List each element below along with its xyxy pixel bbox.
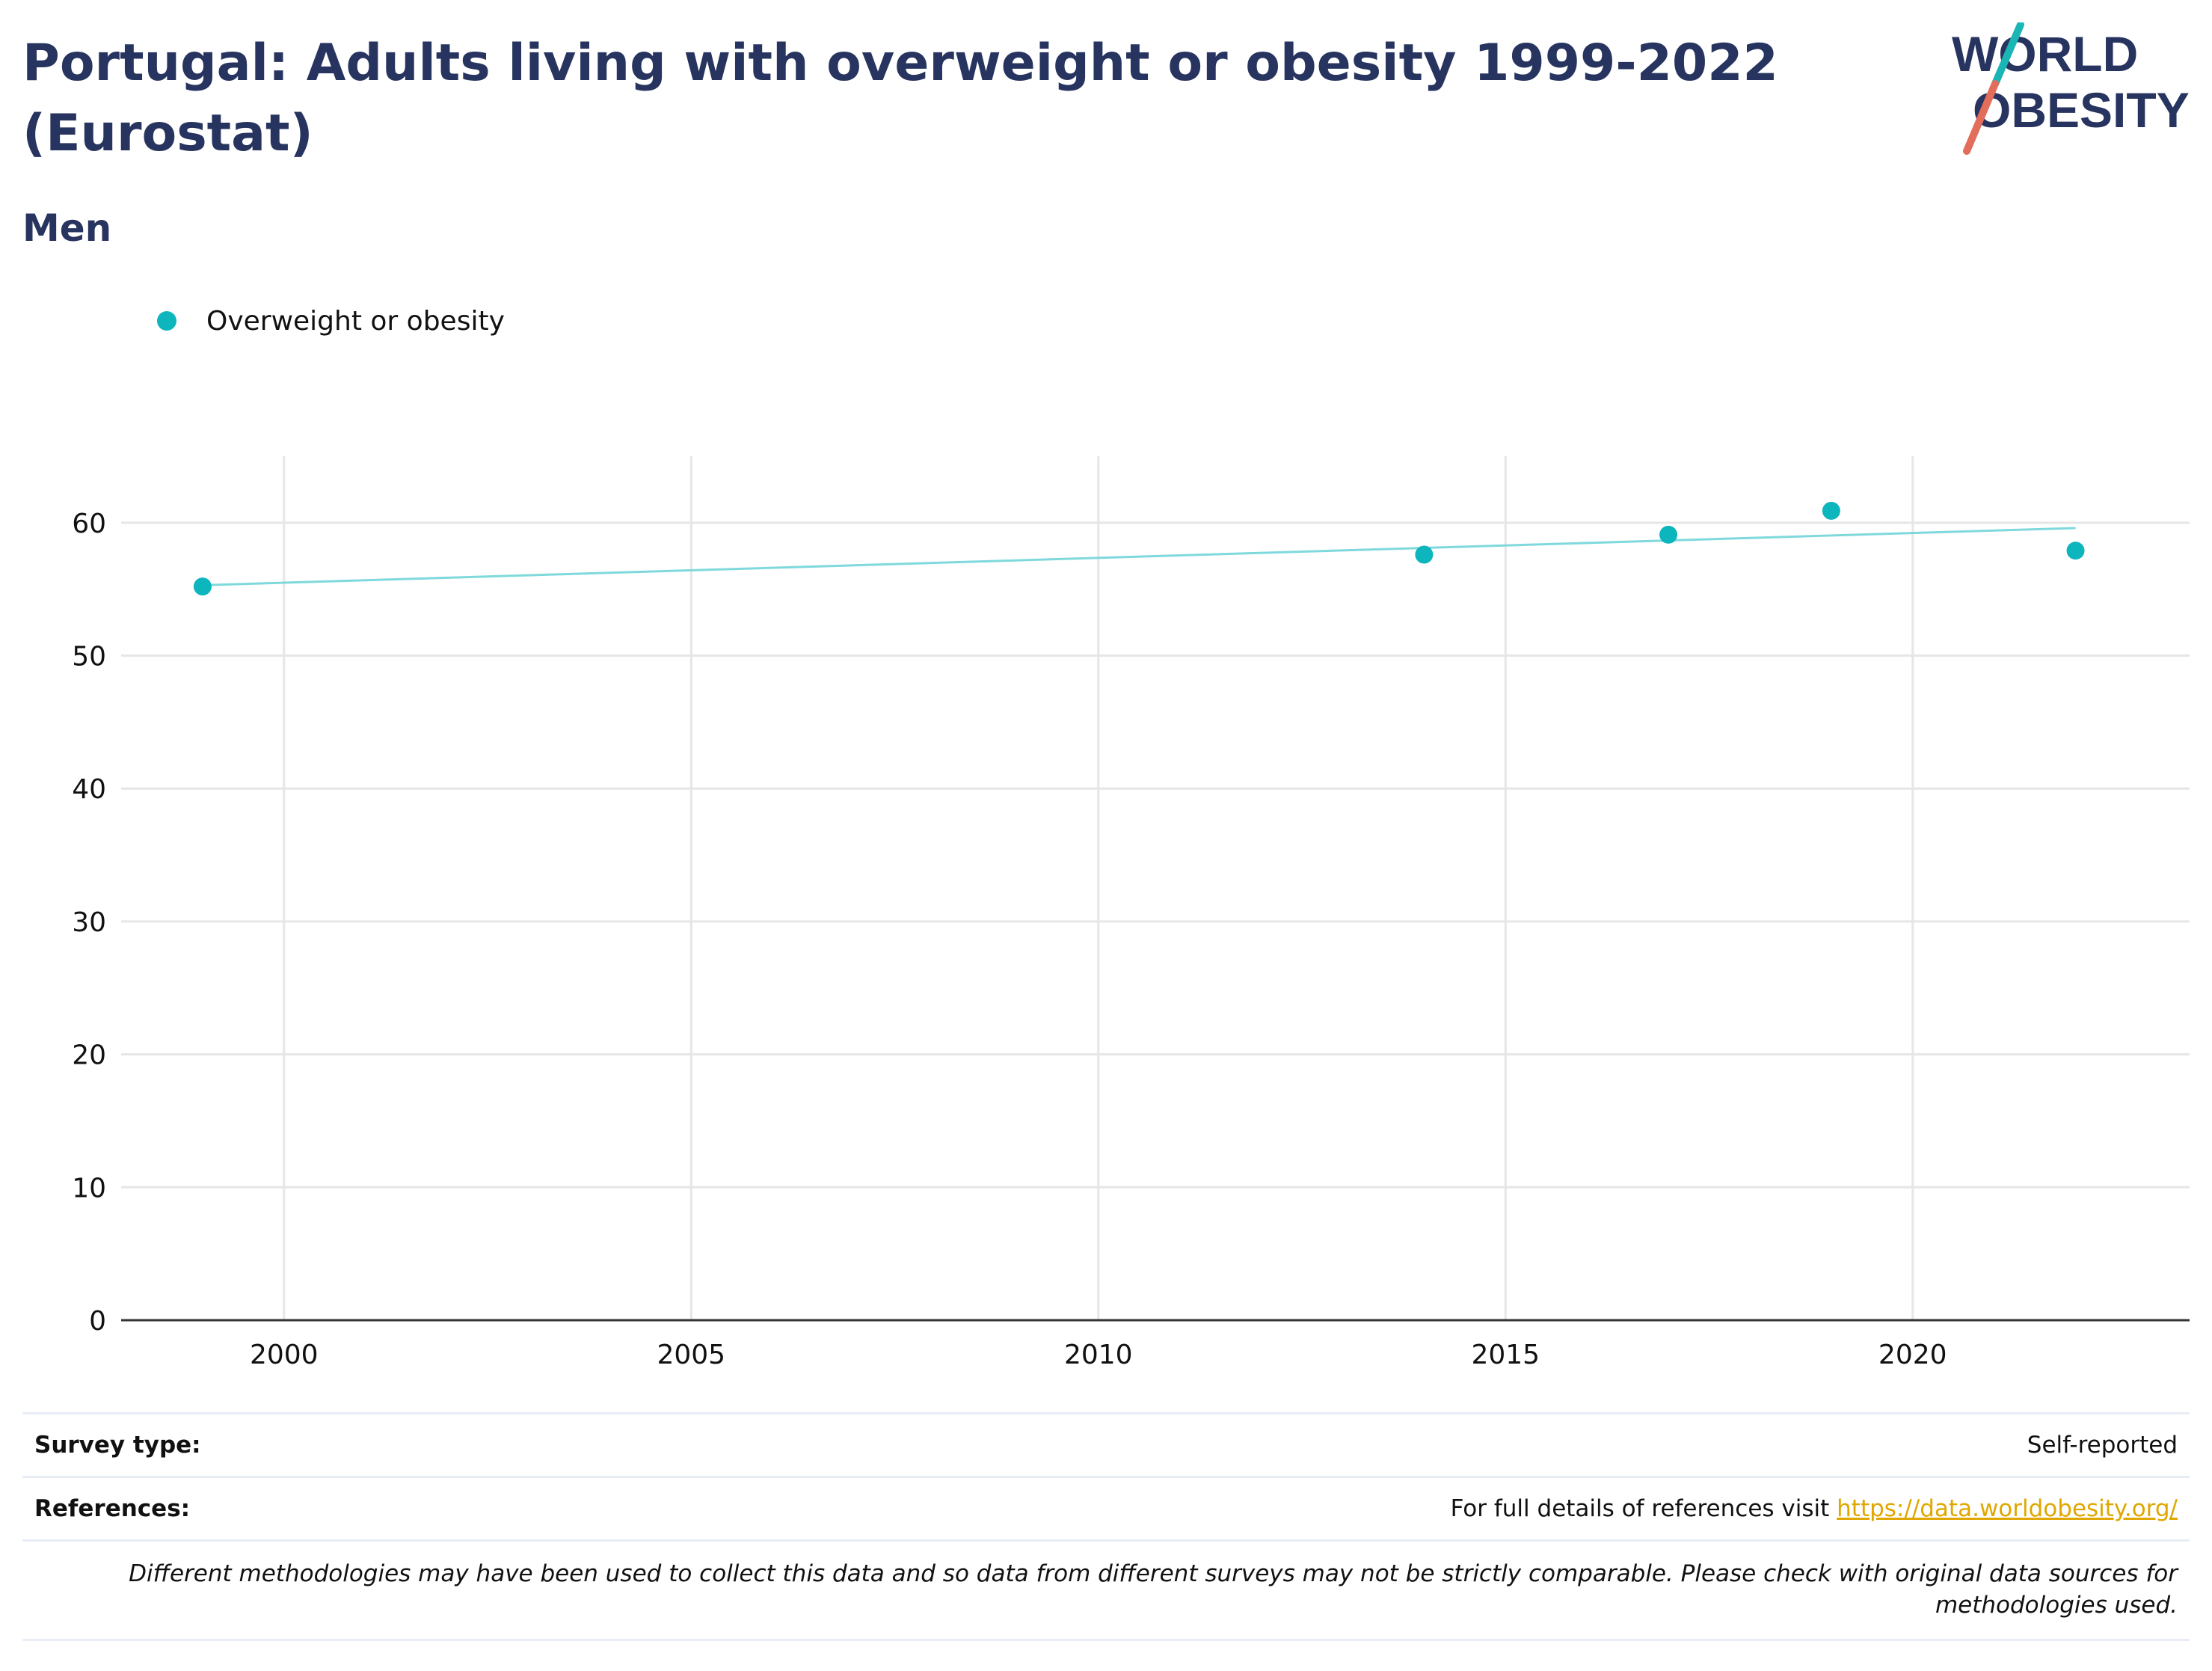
y-tick-label: 20: [72, 1040, 106, 1071]
x-tick-label: 2015: [1471, 1340, 1540, 1370]
chart-plot: 0 10 20 30 40 50 60 2000 2005 2010 2015 2020: [72, 456, 2190, 1370]
data-point: [193, 577, 212, 596]
trend-line: [202, 527, 2076, 586]
world-obesity-logo: WORLD OBESITY: [1952, 22, 2190, 155]
x-tick-label: 2010: [1064, 1340, 1133, 1370]
y-tick-label: 40: [72, 774, 106, 805]
x-tick-label: 2005: [657, 1340, 725, 1370]
references-link[interactable]: https://data.worldobesity.org/: [1837, 1495, 2178, 1522]
data-point: [1659, 525, 1678, 544]
y-tick-label: 0: [89, 1306, 106, 1337]
info-table: Survey type: Self-reported References: F…: [22, 1412, 2190, 1641]
y-tick-label: 60: [72, 509, 106, 539]
y-tick-label: 30: [72, 907, 106, 938]
y-tick-label: 10: [72, 1173, 106, 1204]
references-text: For full details of references visit: [1450, 1495, 1837, 1522]
data-point: [1415, 545, 1434, 564]
survey-type-label: Survey type:: [34, 1432, 201, 1459]
chart-legend[interactable]: Overweight or obesity: [157, 302, 505, 340]
svg-text:OBESITY: OBESITY: [1973, 82, 2190, 138]
x-tick-label: 2000: [250, 1340, 319, 1370]
svg-text:WORLD: WORLD: [1952, 26, 2138, 82]
data-point: [1822, 501, 1840, 520]
legend-label: Overweight or obesity: [206, 305, 505, 337]
methodology-note: Different methodologies may have been us…: [22, 1539, 2190, 1641]
y-tick-label: 50: [72, 642, 106, 672]
chart-subtitle: Men: [22, 206, 112, 250]
references-row: References: For full details of referenc…: [22, 1476, 2190, 1539]
legend-marker-icon: [157, 311, 176, 331]
survey-type-value: Self-reported: [2027, 1432, 2178, 1459]
x-tick-label: 2020: [1878, 1340, 1947, 1370]
survey-type-row: Survey type: Self-reported: [22, 1412, 2190, 1476]
page-title: Portugal: Adults living with overweight …: [22, 34, 1778, 163]
references-info: For full details of references visit htt…: [1451, 1495, 2178, 1522]
data-point: [2066, 542, 2085, 560]
references-label: References:: [34, 1495, 191, 1522]
